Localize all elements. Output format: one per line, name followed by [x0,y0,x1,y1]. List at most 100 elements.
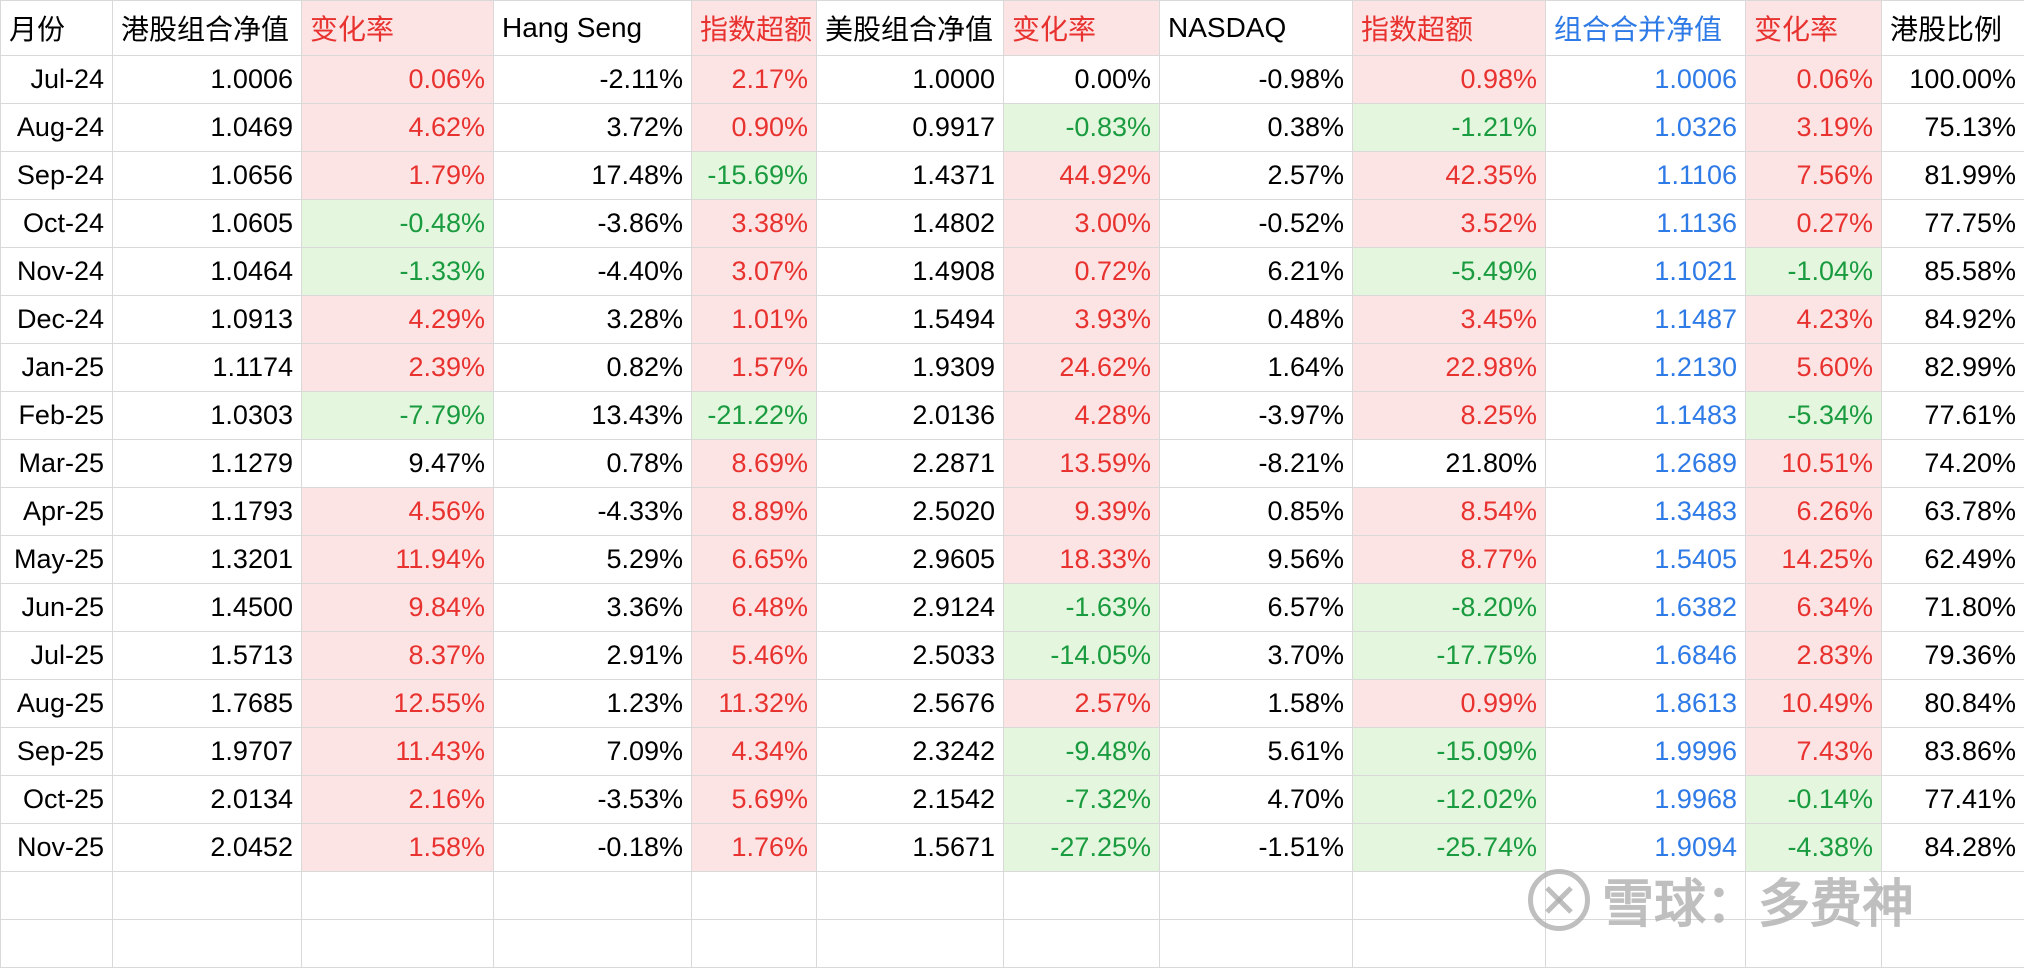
table-cell[interactable]: 1.23% [494,680,692,728]
table-cell[interactable]: 1.0656 [113,152,302,200]
empty-cell[interactable] [1160,872,1353,920]
table-cell[interactable]: -4.40% [494,248,692,296]
table-cell[interactable]: 2.5033 [817,632,1004,680]
table-cell[interactable]: 1.64% [1160,344,1353,392]
table-cell[interactable]: 9.56% [1160,536,1353,584]
table-cell[interactable]: 1.0006 [1546,56,1746,104]
table-cell[interactable]: 6.65% [692,536,817,584]
column-header[interactable]: 指数超额 [1353,1,1546,56]
table-cell[interactable]: 8.89% [692,488,817,536]
table-cell[interactable]: 1.5713 [113,632,302,680]
table-cell[interactable]: 42.35% [1353,152,1546,200]
table-cell[interactable]: 1.3483 [1546,488,1746,536]
table-cell[interactable]: 11.94% [302,536,494,584]
column-header[interactable]: 变化率 [302,1,494,56]
table-cell[interactable]: -15.09% [1353,728,1546,776]
table-cell[interactable]: -0.14% [1746,776,1882,824]
table-cell[interactable]: 1.0469 [113,104,302,152]
empty-cell[interactable] [692,872,817,920]
table-cell[interactable]: 0.06% [302,56,494,104]
table-cell[interactable]: 2.83% [1746,632,1882,680]
table-cell[interactable]: 2.16% [302,776,494,824]
table-cell[interactable]: 1.9309 [817,344,1004,392]
table-cell[interactable]: 2.1542 [817,776,1004,824]
table-cell[interactable]: 0.98% [1353,56,1546,104]
table-cell[interactable]: 2.0452 [113,824,302,872]
table-cell[interactable]: 3.72% [494,104,692,152]
table-cell[interactable]: 2.3242 [817,728,1004,776]
table-cell[interactable]: 5.61% [1160,728,1353,776]
table-cell[interactable]: 1.4908 [817,248,1004,296]
table-cell[interactable]: 4.29% [302,296,494,344]
table-cell[interactable]: Apr-25 [1,488,113,536]
table-cell[interactable]: Dec-24 [1,296,113,344]
table-cell[interactable]: 1.0326 [1546,104,1746,152]
table-cell[interactable]: Jun-25 [1,584,113,632]
table-cell[interactable]: 3.07% [692,248,817,296]
table-cell[interactable]: 8.54% [1353,488,1546,536]
table-cell[interactable]: 6.26% [1746,488,1882,536]
table-cell[interactable]: -2.11% [494,56,692,104]
table-cell[interactable]: 4.56% [302,488,494,536]
table-cell[interactable]: 1.0000 [817,56,1004,104]
table-cell[interactable]: 5.46% [692,632,817,680]
table-cell[interactable]: 2.57% [1160,152,1353,200]
table-cell[interactable]: Jul-24 [1,56,113,104]
table-cell[interactable]: 1.5405 [1546,536,1746,584]
table-cell[interactable]: 0.72% [1004,248,1160,296]
table-cell[interactable]: 3.45% [1353,296,1546,344]
table-cell[interactable]: Nov-25 [1,824,113,872]
column-header[interactable]: Hang Seng [494,1,692,56]
table-cell[interactable]: 1.1174 [113,344,302,392]
table-cell[interactable]: 8.69% [692,440,817,488]
table-cell[interactable]: 2.91% [494,632,692,680]
empty-cell[interactable] [1882,920,2024,968]
empty-cell[interactable] [1882,872,2024,920]
table-cell[interactable]: 1.0605 [113,200,302,248]
table-cell[interactable]: 1.9707 [113,728,302,776]
table-cell[interactable]: -4.38% [1746,824,1882,872]
empty-cell[interactable] [494,872,692,920]
empty-cell[interactable] [1160,920,1353,968]
table-cell[interactable]: -27.25% [1004,824,1160,872]
table-cell[interactable]: 1.1279 [113,440,302,488]
table-cell[interactable]: 5.60% [1746,344,1882,392]
table-cell[interactable]: -1.63% [1004,584,1160,632]
table-cell[interactable]: 1.6846 [1546,632,1746,680]
table-cell[interactable]: 11.43% [302,728,494,776]
table-cell[interactable]: Sep-24 [1,152,113,200]
table-cell[interactable]: 84.28% [1882,824,2024,872]
table-cell[interactable]: 77.41% [1882,776,2024,824]
table-cell[interactable]: 2.9124 [817,584,1004,632]
table-cell[interactable]: 9.47% [302,440,494,488]
table-cell[interactable]: 2.17% [692,56,817,104]
table-cell[interactable]: 0.82% [494,344,692,392]
empty-cell[interactable] [113,920,302,968]
table-cell[interactable]: 10.49% [1746,680,1882,728]
table-cell[interactable]: 8.25% [1353,392,1546,440]
table-cell[interactable]: May-25 [1,536,113,584]
table-cell[interactable]: 0.85% [1160,488,1353,536]
table-cell[interactable]: 1.79% [302,152,494,200]
table-cell[interactable]: 1.2689 [1546,440,1746,488]
empty-cell[interactable] [817,920,1004,968]
table-cell[interactable]: 83.86% [1882,728,2024,776]
table-cell[interactable]: 1.0303 [113,392,302,440]
table-cell[interactable]: 1.4802 [817,200,1004,248]
table-cell[interactable]: 3.28% [494,296,692,344]
table-cell[interactable]: 75.13% [1882,104,2024,152]
empty-cell[interactable] [692,920,817,968]
table-cell[interactable]: -5.49% [1353,248,1546,296]
table-cell[interactable]: 7.43% [1746,728,1882,776]
table-cell[interactable]: 5.69% [692,776,817,824]
table-cell[interactable]: 1.5494 [817,296,1004,344]
table-cell[interactable]: 79.36% [1882,632,2024,680]
table-cell[interactable]: 6.34% [1746,584,1882,632]
table-cell[interactable]: 0.27% [1746,200,1882,248]
table-cell[interactable]: 8.37% [302,632,494,680]
table-cell[interactable]: 77.75% [1882,200,2024,248]
table-cell[interactable]: 1.57% [692,344,817,392]
table-cell[interactable]: -3.86% [494,200,692,248]
table-cell[interactable]: 1.1483 [1546,392,1746,440]
table-cell[interactable]: 0.90% [692,104,817,152]
